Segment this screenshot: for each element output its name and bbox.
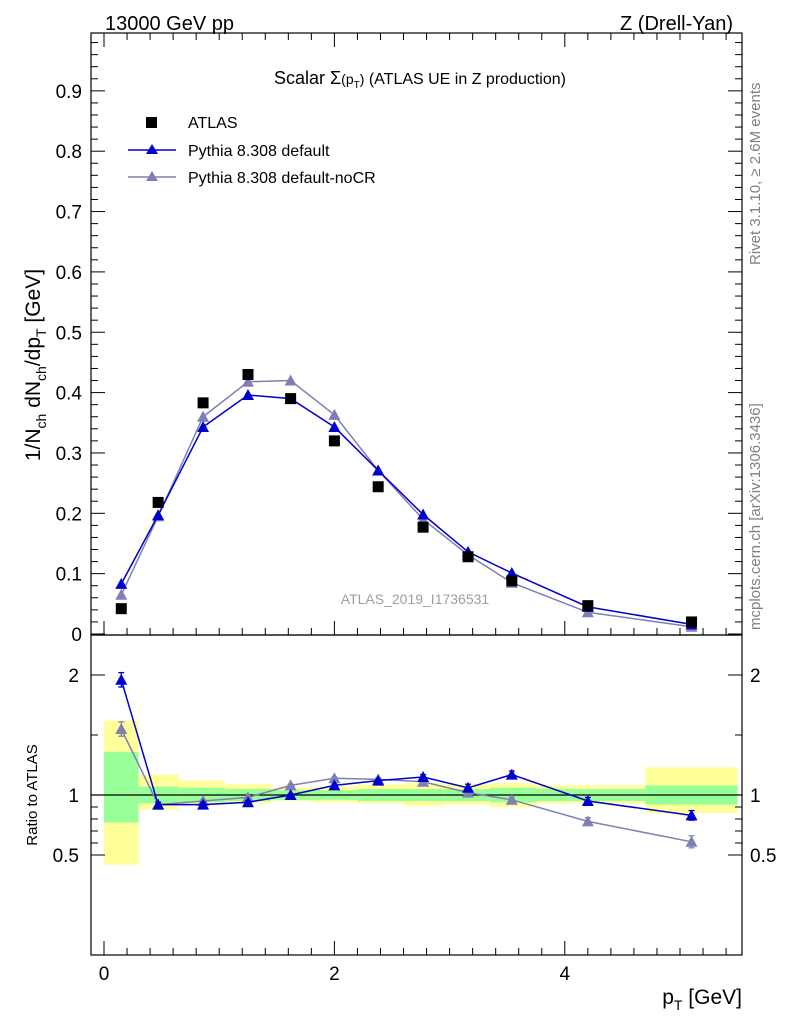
ratio-point-pythia-8-308-default bbox=[197, 798, 210, 810]
point-atlas bbox=[328, 435, 340, 447]
x-axis-title: pT [GeV] bbox=[662, 986, 742, 1013]
ratio-y-axis-title: Ratio to ATLAS bbox=[24, 744, 41, 845]
point-atlas bbox=[462, 551, 474, 563]
ratio-point-pythia-8-308-default-nocr bbox=[115, 723, 128, 734]
ratio-point-pythia-8-308-default bbox=[115, 673, 128, 685]
point-atlas bbox=[506, 575, 518, 587]
y-tick-label: 0.5 bbox=[56, 323, 82, 344]
y-tick-label: 0.8 bbox=[56, 142, 82, 163]
uncertainty-band-green bbox=[104, 751, 139, 823]
y-tick-label: 0.3 bbox=[56, 444, 82, 465]
ratio-point-pythia-8-308-default bbox=[505, 768, 518, 780]
ratio-line-pythia-8-308-default-nocr bbox=[120, 728, 692, 843]
point-atlas bbox=[417, 521, 429, 533]
point-pythia-8-308-default-nocr bbox=[328, 408, 341, 420]
ratio-point-pythia-8-308-default bbox=[242, 796, 254, 808]
ratio-point-pythia-8-308-default-nocr bbox=[581, 815, 594, 827]
legend-label-atlas: ATLAS bbox=[188, 115, 238, 132]
point-atlas bbox=[372, 481, 384, 493]
y-tick-label: 0.7 bbox=[56, 203, 82, 224]
header-right: Z (Drell-Yan) bbox=[620, 13, 733, 35]
legend: ATLAS Pythia 8.308 default Pythia 8.308 … bbox=[128, 115, 376, 187]
point-atlas bbox=[197, 397, 209, 409]
legend-label-nocr: Pythia 8.308 default-noCR bbox=[188, 170, 376, 187]
ratio-point-pythia-8-308-default-nocr bbox=[685, 835, 698, 847]
x-tick-label: 0 bbox=[99, 964, 110, 985]
legend-marker-pythia bbox=[146, 144, 158, 154]
ratio-point-pythia-8-308-default bbox=[462, 781, 475, 793]
x-tick-label: 2 bbox=[329, 964, 340, 985]
header-left: 13000 GeV pp bbox=[105, 13, 234, 35]
point-pythia-8-308-default bbox=[115, 577, 128, 589]
y-tick-label: 0.4 bbox=[56, 384, 83, 405]
y-axis-title: 1/Nch dNch/dpT [GeV] bbox=[22, 269, 49, 461]
mcplots-label: mcplots.cern.ch [arXiv:1306.3436] bbox=[747, 403, 764, 630]
ratio-panel-frame bbox=[90, 634, 743, 956]
point-pythia-8-308-default-nocr bbox=[242, 375, 254, 387]
analysis-watermark: ATLAS_2019_I1736531 bbox=[341, 591, 490, 607]
ratio-point-pythia-8-308-default bbox=[328, 779, 341, 791]
ratio-line-pythia-8-308-default bbox=[120, 679, 692, 817]
point-atlas bbox=[686, 616, 698, 628]
ratio-y-tick-label-left: 0.5 bbox=[53, 846, 79, 867]
ratio-point-pythia-8-308-default bbox=[152, 798, 165, 810]
point-pythia-8-308-default bbox=[417, 508, 430, 520]
y-tick-label: 0.6 bbox=[56, 263, 82, 284]
ratio-y-tick-label-right: 1 bbox=[750, 786, 761, 807]
point-atlas bbox=[242, 368, 254, 380]
ratio-point-pythia-8-308-default bbox=[685, 809, 698, 821]
ratio-point-pythia-8-308-default-nocr bbox=[328, 772, 341, 784]
point-atlas bbox=[582, 600, 594, 612]
point-pythia-8-308-default-nocr bbox=[115, 588, 128, 600]
ratio-panel: 0.5 0.5 1 1 2 2 0 2 4 Ratio to ATLAS pT [GeV] bbox=[24, 634, 776, 1013]
legend-marker-nocr bbox=[146, 171, 158, 181]
x-tick-label: 4 bbox=[560, 964, 571, 985]
point-pythia-8-308-default bbox=[152, 509, 165, 521]
legend-marker-atlas bbox=[146, 117, 157, 128]
y-tick-label: 0.1 bbox=[56, 565, 82, 586]
y-tick-label: 0 bbox=[71, 625, 82, 646]
point-pythia-8-308-default bbox=[328, 420, 341, 432]
ratio-point-pythia-8-308-default bbox=[284, 789, 297, 800]
main-panel: Scalar Σ(pT) (ATLAS UE in Z production) … bbox=[22, 32, 743, 646]
y-tick-label: 0.2 bbox=[56, 504, 82, 525]
chart-title: Scalar Σ(pT) (ATLAS UE in Z production) bbox=[274, 68, 566, 91]
point-atlas bbox=[285, 393, 297, 405]
point-pythia-8-308-default-nocr bbox=[284, 374, 297, 386]
point-pythia-8-308-default bbox=[372, 464, 385, 476]
ratio-point-pythia-8-308-default bbox=[581, 795, 594, 806]
series-line-pythia-8-308-default bbox=[120, 394, 692, 626]
point-pythia-8-308-default bbox=[197, 420, 210, 432]
legend-label-pythia: Pythia 8.308 default bbox=[188, 143, 330, 160]
ratio-point-pythia-8-308-default-nocr bbox=[284, 779, 297, 791]
point-pythia-8-308-default bbox=[242, 389, 254, 401]
rivet-version-label: Rivet 3.1.10, ≥ 2.6M events bbox=[747, 83, 764, 266]
y-tick-label: 0.9 bbox=[56, 82, 82, 103]
series-line-pythia-8-308-default-nocr bbox=[120, 379, 692, 628]
point-atlas bbox=[115, 603, 127, 615]
ratio-y-tick-label-right: 2 bbox=[750, 666, 761, 687]
ratio-point-pythia-8-308-default bbox=[417, 771, 430, 782]
point-atlas bbox=[152, 496, 164, 508]
ratio-point-pythia-8-308-default-nocr bbox=[505, 793, 518, 805]
point-pythia-8-308-default bbox=[505, 567, 518, 579]
ratio-y-tick-label-left: 2 bbox=[68, 666, 79, 687]
point-pythia-8-308-default-nocr bbox=[197, 410, 210, 422]
ratio-y-tick-label-right: 0.5 bbox=[750, 846, 776, 867]
ratio-y-tick-label-left: 1 bbox=[68, 786, 79, 807]
ratio-point-pythia-8-308-default bbox=[372, 774, 385, 786]
